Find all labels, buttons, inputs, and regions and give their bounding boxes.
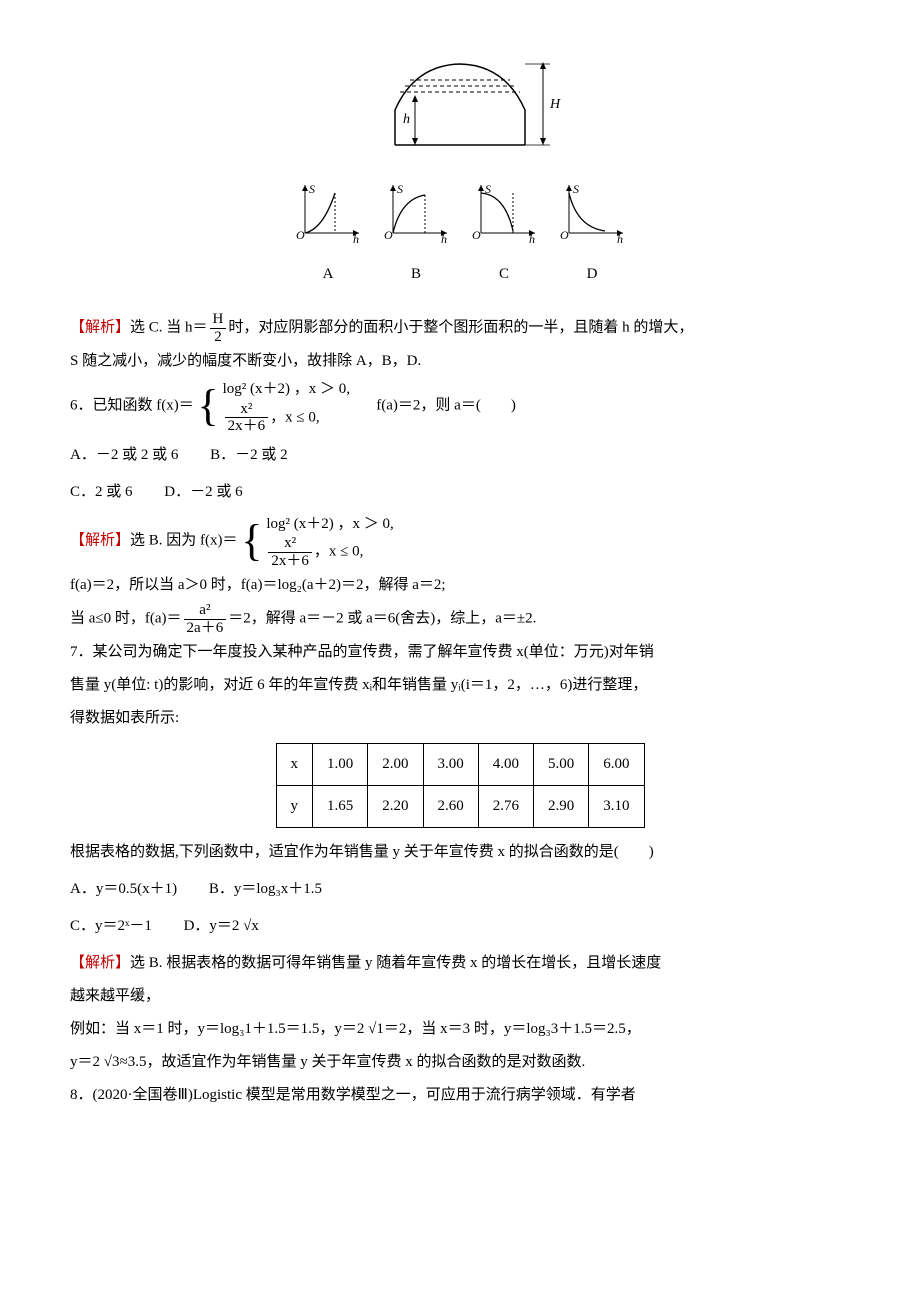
q5-analysis: 【解析】选 C. 当 h＝H2时，对应阴影部分的面积小于整个图形面积的一半，且随… bbox=[70, 311, 850, 345]
table-cell: y bbox=[276, 786, 313, 828]
q6-ana-1a: 选 B. 因为 f(x)＝ bbox=[130, 532, 238, 548]
q7-options-row2: C．y＝2ˣ－1 D．y＝2 √x bbox=[70, 910, 850, 943]
q6-analysis-line2: f(a)＝2，所以当 a＞0 时，f(a)＝log₂(a＋2)＝2，解得 a＝2… bbox=[70, 569, 850, 602]
q6-case2-tail: ，x ≤ 0, bbox=[270, 409, 319, 425]
q6-analysis-line1: 【解析】选 B. 因为 f(x)＝ { log² (x＋2) ，x ＞ 0, x… bbox=[70, 513, 850, 570]
analysis-prefix: 【解析】 bbox=[70, 319, 130, 335]
q6-opt-b: B．－2 或 2 bbox=[210, 439, 288, 472]
svg-text:h: h bbox=[353, 232, 359, 243]
q5-line2: S 随之减小，减少的幅度不断变小，故排除 A，B，D. bbox=[70, 345, 850, 378]
q7-stem3: 得数据如表所示: bbox=[70, 702, 850, 735]
q6-stem-b: f(a)＝2，则 a＝( ) bbox=[376, 398, 516, 414]
table-cell: 4.00 bbox=[478, 744, 533, 786]
q7-table: x 1.00 2.00 3.00 4.00 5.00 6.00 y 1.65 2… bbox=[276, 743, 645, 828]
table-row: y 1.65 2.20 2.60 2.76 2.90 3.10 bbox=[276, 786, 644, 828]
q5-frac-den: 2 bbox=[210, 329, 227, 346]
q6-ana-case2-tail: ，x ≤ 0, bbox=[314, 543, 363, 559]
svg-text:S: S bbox=[573, 182, 579, 196]
q6-case1: log² (x＋2) ，x ＞ 0, bbox=[223, 381, 350, 397]
graph-a: O h S A bbox=[293, 181, 363, 291]
analysis-prefix: 【解析】 bbox=[70, 955, 130, 971]
q5-text-b: 时，对应阴影部分的面积小于整个图形面积的一半，且随着 h 的增大， bbox=[228, 319, 693, 335]
q6-ana-case1: log² (x＋2) ，x ＞ 0, bbox=[266, 516, 393, 532]
table-cell: 2.60 bbox=[423, 786, 478, 828]
table-cell: 2.20 bbox=[368, 786, 423, 828]
svg-text:S: S bbox=[485, 182, 491, 196]
graph-b: O h S B bbox=[381, 181, 451, 291]
q7-opt-c: C．y＝2ˣ－1 bbox=[70, 910, 152, 943]
q7-analysis-line1: 【解析】选 B. 根据表格的数据可得年销售量 y 随着年宣传费 x 的增长在增长… bbox=[70, 947, 850, 980]
q7-opt-d: D．y＝2 √x bbox=[184, 910, 259, 943]
q6-opt-a: A．－2 或 2 或 6 bbox=[70, 439, 178, 472]
q6-opt-c: C．2 或 6 bbox=[70, 476, 133, 509]
svg-text:O: O bbox=[296, 228, 305, 242]
table-row: x 1.00 2.00 3.00 4.00 5.00 6.00 bbox=[276, 744, 644, 786]
q5-text-a: 选 C. 当 h＝ bbox=[130, 319, 208, 335]
table-cell: 3.10 bbox=[589, 786, 644, 828]
q6-ana-3-num: a² bbox=[184, 602, 227, 620]
shape-diagram: h H bbox=[355, 50, 565, 160]
svg-text:O: O bbox=[472, 228, 481, 242]
q6-ana-3-den: 2a＋6 bbox=[184, 620, 227, 637]
q7-stem4: 根据表格的数据,下列函数中，适宜作为年销售量 y 关于年宣传费 x 的拟合函数的… bbox=[70, 836, 850, 869]
graph-c: O h S C bbox=[469, 181, 539, 291]
q7-analysis-line4: y＝2 √3≈3.5，故适宜作为年销售量 y 关于年宣传费 x 的拟合函数的是对… bbox=[70, 1046, 850, 1079]
q7-analysis-line3: 例如：当 x＝1 时，y＝log₃1＋1.5＝1.5，y＝2 √1＝2，当 x＝… bbox=[70, 1013, 850, 1046]
q7-options-row1: A．y＝0.5(x＋1) B．y＝log₃x＋1.5 bbox=[70, 873, 850, 906]
q6-stem-a: 6．已知函数 f(x)＝ bbox=[70, 398, 194, 414]
table-cell: 2.00 bbox=[368, 744, 423, 786]
q6-stem: 6．已知函数 f(x)＝ { log² (x＋2) ，x ＞ 0, x²2x＋6… bbox=[70, 378, 850, 435]
svg-text:H: H bbox=[549, 97, 561, 112]
mini-graphs-row: O h S A O h S B bbox=[70, 181, 850, 291]
q7-ana-1: 选 B. 根据表格的数据可得年销售量 y 随着年宣传费 x 的增长在增长，且增长… bbox=[130, 955, 661, 971]
table-cell: x bbox=[276, 744, 313, 786]
top-figure: h H O h S A bbox=[70, 50, 850, 291]
q7-stem1: 7．某公司为确定下一年度投入某种产品的宣传费，需了解年宣传费 x(单位：万元)对… bbox=[70, 636, 850, 669]
graph-b-label: B bbox=[381, 258, 451, 291]
table-cell: 3.00 bbox=[423, 744, 478, 786]
svg-text:S: S bbox=[397, 182, 403, 196]
table-cell: 5.00 bbox=[534, 744, 589, 786]
graph-c-label: C bbox=[469, 258, 539, 291]
q7-analysis-line2: 越来越平缓， bbox=[70, 980, 850, 1013]
q8-stem: 8．(2020·全国卷Ⅲ)Logistic 模型是常用数学模型之一，可应用于流行… bbox=[70, 1079, 850, 1112]
q6-options-row1: A．－2 或 2 或 6 B．－2 或 2 bbox=[70, 439, 850, 472]
table-cell: 2.90 bbox=[534, 786, 589, 828]
table-cell: 1.65 bbox=[313, 786, 368, 828]
analysis-prefix: 【解析】 bbox=[70, 532, 130, 548]
graph-d-label: D bbox=[557, 258, 627, 291]
q6-ana-3b: ＝2，解得 a＝－2 或 a＝6(舍去)，综上，a＝±2. bbox=[228, 610, 536, 626]
q6-case2-num: x² bbox=[225, 401, 269, 419]
svg-text:h: h bbox=[617, 232, 623, 243]
svg-text:h: h bbox=[529, 232, 535, 243]
table-cell: 2.76 bbox=[478, 786, 533, 828]
table-cell: 6.00 bbox=[589, 744, 644, 786]
q6-case2-den: 2x＋6 bbox=[225, 418, 269, 435]
svg-text:h: h bbox=[441, 232, 447, 243]
svg-text:O: O bbox=[560, 228, 569, 242]
q6-ana-case2-den: 2x＋6 bbox=[268, 553, 312, 570]
svg-text:O: O bbox=[384, 228, 393, 242]
q7-stem2: 售量 y(单位: t)的影响，对近 6 年的年宣传费 xᵢ和年销售量 yᵢ(i＝… bbox=[70, 669, 850, 702]
q7-opt-b: B．y＝log₃x＋1.5 bbox=[209, 873, 322, 906]
q6-opt-d: D．－2 或 6 bbox=[164, 476, 242, 509]
svg-text:h: h bbox=[403, 112, 410, 127]
q7-opt-a: A．y＝0.5(x＋1) bbox=[70, 873, 177, 906]
table-cell: 1.00 bbox=[313, 744, 368, 786]
q5-frac-num: H bbox=[210, 311, 227, 329]
graph-d: O h S D bbox=[557, 181, 627, 291]
graph-a-label: A bbox=[293, 258, 363, 291]
svg-text:S: S bbox=[309, 182, 315, 196]
q6-ana-3a: 当 a≤0 时，f(a)＝ bbox=[70, 610, 182, 626]
q6-ana-case2-num: x² bbox=[268, 535, 312, 553]
q6-analysis-line3: 当 a≤0 时，f(a)＝a²2a＋6＝2，解得 a＝－2 或 a＝6(舍去)，… bbox=[70, 602, 850, 636]
q6-options-row2: C．2 或 6 D．－2 或 6 bbox=[70, 476, 850, 509]
